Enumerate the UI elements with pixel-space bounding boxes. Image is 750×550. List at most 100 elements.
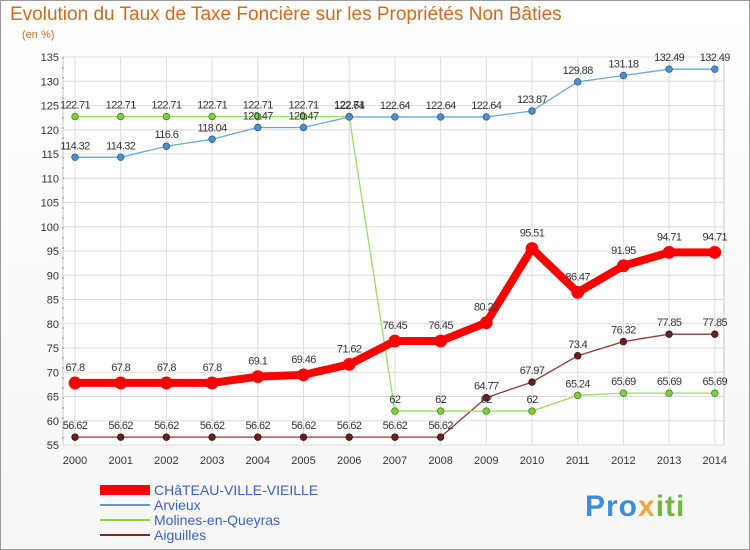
data-label-chateau: 80.22 [474, 302, 499, 314]
data-point-molines [299, 112, 308, 121]
data-point-arvieux [391, 113, 399, 121]
data-point-chateau [388, 334, 402, 348]
data-label-molines: 122.71 [106, 100, 137, 112]
x-tick-label: 2012 [611, 455, 635, 467]
data-point-aiguilles [116, 433, 125, 441]
y-tick-label: 130 [41, 76, 59, 88]
legend-label-chateau: CHâTEAU-VILLE-VIEILLE [154, 482, 319, 498]
data-point-chateau [571, 285, 585, 299]
data-point-molines [711, 389, 719, 397]
data-label-aiguilles: 56.62 [291, 420, 316, 432]
data-label-aiguilles: 64.77 [474, 381, 499, 393]
data-point-arvieux [436, 113, 445, 121]
data-label-arvieux: 122.64 [471, 100, 502, 112]
data-label-molines: 65.69 [657, 376, 682, 388]
data-label-chateau: 86.47 [565, 271, 590, 283]
data-point-aiguilles [711, 330, 719, 338]
x-tick-label: 2010 [520, 455, 544, 467]
data-point-aiguilles [208, 433, 216, 441]
data-point-aiguilles [436, 433, 445, 441]
logo-part-1: Pro [585, 490, 639, 523]
data-point-arvieux [711, 65, 719, 73]
data-label-molines: 122.71 [151, 100, 182, 112]
data-point-aiguilles [665, 330, 673, 338]
data-point-aiguilles [574, 352, 582, 360]
x-tick-label: 2004 [246, 455, 270, 467]
x-tick-label: 2000 [63, 455, 87, 467]
data-label-chateau: 76.45 [428, 320, 453, 332]
x-tick-label: 2002 [154, 455, 178, 467]
legend-label-arvieux: Arvieux [154, 497, 201, 513]
data-label-chateau: 69.1 [248, 356, 267, 368]
y-tick-label: 125 [41, 101, 59, 113]
data-point-arvieux [619, 71, 628, 80]
data-point-aiguilles [345, 433, 353, 441]
y-tick-label: 105 [41, 198, 59, 210]
data-point-molines [162, 112, 171, 121]
data-label-aiguilles: 77.85 [657, 317, 682, 329]
data-label-arvieux: 122.64 [380, 100, 411, 112]
data-point-chateau [617, 259, 630, 273]
data-point-chateau [434, 334, 448, 348]
data-label-molines: 62 [389, 394, 401, 406]
y-tick-label: 100 [41, 222, 59, 234]
data-point-molines [574, 391, 582, 400]
data-label-aiguilles: 76.32 [611, 325, 636, 337]
data-point-chateau [662, 246, 676, 259]
data-label-molines: 122.71 [60, 100, 91, 112]
data-point-chateau [159, 376, 173, 390]
data-point-chateau [342, 357, 356, 371]
data-label-molines: 122.71 [288, 100, 319, 112]
data-label-arvieux: 132.49 [654, 52, 685, 64]
y-tick-label: 95 [47, 246, 59, 258]
data-label-chateau: 67.8 [65, 362, 84, 374]
data-label-aiguilles: 56.62 [428, 420, 453, 432]
legend-swatch-aiguilles [100, 534, 150, 536]
data-label-aiguilles: 56.62 [383, 420, 408, 432]
x-tick-label: 2001 [108, 455, 132, 467]
data-label-molines: 62 [481, 394, 493, 406]
data-label-arvieux: 129.88 [563, 65, 594, 77]
x-tick-label: 2007 [383, 455, 407, 467]
data-label-aiguilles: 56.62 [63, 420, 88, 432]
data-point-molines [116, 112, 125, 121]
data-point-molines [254, 112, 262, 121]
legend-swatch-arvieux [100, 504, 150, 506]
data-point-arvieux [299, 123, 308, 132]
y-tick-label: 135 [41, 52, 59, 64]
data-point-chateau [479, 316, 493, 330]
data-label-aiguilles: 56.62 [337, 420, 362, 432]
data-label-molines: 122.71 [197, 100, 228, 112]
data-point-molines [528, 407, 536, 415]
data-label-chateau: 69.46 [291, 354, 316, 366]
data-label-arvieux: 114.32 [60, 140, 90, 152]
data-point-molines [71, 112, 79, 121]
data-label-aiguilles: 77.85 [703, 317, 728, 329]
data-label-chateau: 71.62 [337, 343, 362, 355]
data-label-chateau: 76.45 [383, 320, 408, 332]
data-label-aiguilles: 67.97 [520, 365, 545, 377]
data-label-molines: 62 [435, 394, 447, 406]
x-tick-label: 2013 [657, 455, 681, 467]
x-tick-label: 2005 [291, 455, 315, 467]
legend-swatch-chateau [100, 485, 150, 495]
data-label-arvieux: 123.87 [517, 94, 548, 106]
data-point-arvieux [162, 142, 171, 150]
data-point-aiguilles [482, 393, 490, 402]
y-tick-label: 60 [47, 416, 59, 428]
data-point-chateau [251, 370, 265, 384]
data-point-arvieux [482, 113, 490, 121]
legend-label-aiguilles: Aiguilles [154, 527, 207, 543]
data-label-arvieux: 116.6 [155, 129, 179, 141]
data-label-arvieux: 132.49 [700, 52, 731, 64]
data-label-aiguilles: 56.62 [200, 420, 225, 432]
data-point-molines [482, 407, 490, 415]
y-axis-unit: (en %) [22, 29, 55, 41]
data-point-arvieux [345, 113, 353, 121]
data-point-molines [436, 407, 445, 415]
x-tick-label: 2009 [474, 455, 498, 467]
data-point-chateau [114, 376, 128, 390]
y-tick-label: 115 [41, 149, 59, 161]
data-point-arvieux [71, 153, 79, 161]
